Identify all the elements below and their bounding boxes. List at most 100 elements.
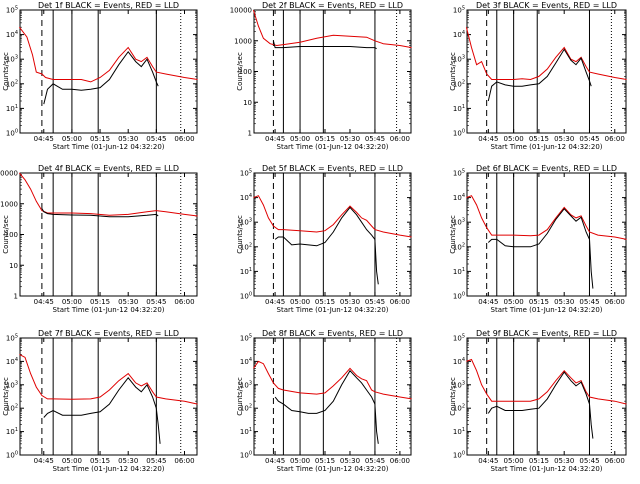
- plot-frame: [466, 172, 627, 297]
- y-tick-label: 102: [453, 242, 465, 251]
- x-tick-label: 05:00: [62, 135, 82, 143]
- x-tick-label: 05:45: [579, 135, 599, 143]
- panel-title: Det 4f BLACK = Events, RED = LLD: [38, 164, 179, 173]
- series-lld-line: [465, 27, 627, 81]
- series-events-line: [272, 40, 377, 50]
- y-tick-label: 101: [453, 267, 465, 276]
- y-tick-label: 101: [453, 104, 465, 113]
- x-tick-label: 06:00: [390, 135, 410, 143]
- panel-det-9f: Det 9f BLACK = Events, RED = LLD 100 101 10…: [449, 329, 627, 473]
- plot-frame: [19, 172, 198, 297]
- x-tick-label: 06:00: [390, 457, 410, 465]
- x-tick-label: 05:30: [554, 298, 574, 306]
- y-tick-label: 105: [240, 169, 252, 178]
- x-tick-label: 04:45: [34, 298, 54, 306]
- y-tick-label: 104: [6, 30, 18, 39]
- series-lld-line: [19, 172, 198, 217]
- x-tick-label: 05:15: [90, 457, 110, 465]
- x-tick-label: 04:45: [34, 457, 54, 465]
- y-tick-label: 105: [453, 334, 465, 343]
- x-tick-label: 06:00: [605, 457, 625, 465]
- y-tick-label: 10000: [0, 170, 18, 178]
- y-tick-label: 105: [453, 6, 465, 15]
- panel-title: Det 2f BLACK = Events, RED = LLD: [262, 1, 403, 10]
- plot-frame: [466, 9, 627, 134]
- series-events-line: [274, 206, 379, 285]
- y-tick-label: 10: [243, 99, 252, 107]
- x-tick-label: 05:15: [529, 457, 549, 465]
- plot-frame: [253, 172, 412, 297]
- y-axis-label: Counts/sec: [236, 215, 244, 254]
- y-tick-label: 104: [453, 193, 465, 202]
- plot-frame: [253, 337, 412, 456]
- x-tick-label: 05:45: [365, 298, 385, 306]
- series-lld-line: [466, 195, 627, 240]
- series-lld-line: [252, 360, 412, 400]
- x-tick-label: 06:00: [390, 298, 410, 306]
- x-tick-label: 05:45: [579, 457, 599, 465]
- series-events-line: [274, 369, 379, 444]
- x-tick-label: 05:30: [554, 135, 574, 143]
- y-tick-label: 103: [453, 55, 465, 64]
- series-events-line: [43, 376, 161, 444]
- y-tick-label: 104: [6, 357, 18, 366]
- y-tick-label: 103: [240, 380, 252, 389]
- x-tick-label: 05:00: [62, 298, 82, 306]
- y-axis-label: Counts/sec: [2, 377, 10, 416]
- y-tick-label: 105: [453, 169, 465, 178]
- x-axis-label: Start Time (01-Jun-12 04:32:20): [53, 306, 165, 314]
- x-tick-label: 05:30: [554, 457, 574, 465]
- y-axis-label: Counts/sec: [449, 52, 457, 91]
- y-tick-label: 100: [239, 68, 252, 76]
- y-tick-label: 102: [6, 404, 18, 413]
- x-tick-label: 06:00: [605, 135, 625, 143]
- y-tick-label: 100: [453, 129, 465, 138]
- panel-det-8f: Det 8f BLACK = Events, RED = LLD 100 101 10…: [236, 329, 412, 473]
- x-tick-label: 05:30: [340, 135, 360, 143]
- x-axis-label: Start Time (01-Jun-12 04:32:20): [491, 143, 603, 151]
- y-tick-label: 103: [6, 380, 18, 389]
- x-axis-label: Start Time (01-Jun-12 04:32:20): [53, 465, 165, 473]
- y-tick-label: 1000: [0, 200, 18, 208]
- y-tick-label: 101: [240, 267, 252, 276]
- x-tick-label: 05:00: [504, 135, 524, 143]
- panel-title: Det 3f BLACK = Events, RED = LLD: [476, 1, 617, 10]
- y-tick-label: 100: [453, 451, 465, 460]
- x-tick-label: 04:45: [265, 298, 285, 306]
- plot-frame: [253, 9, 412, 134]
- x-tick-label: 05:15: [315, 298, 335, 306]
- y-tick-label: 103: [453, 218, 465, 227]
- x-tick-label: 05:15: [315, 135, 335, 143]
- y-tick-label: 1: [248, 130, 252, 138]
- panel-det-1f: Det 1f BLACK = Events, RED = LLD 100 101 10…: [2, 1, 198, 151]
- y-tick-label: 100: [6, 129, 18, 138]
- x-tick-label: 05:45: [146, 457, 166, 465]
- y-tick-label: 100: [5, 231, 18, 239]
- x-tick-label: 05:45: [365, 457, 385, 465]
- y-tick-label: 10: [9, 262, 18, 270]
- plot-frame: [19, 9, 198, 134]
- x-tick-label: 05:30: [340, 298, 360, 306]
- series-lld-line: [19, 353, 198, 405]
- y-axis-label: Counts/sec: [236, 52, 244, 91]
- x-tick-label: 05:00: [504, 298, 524, 306]
- y-tick-label: 102: [240, 242, 252, 251]
- plot-frame: [19, 337, 198, 456]
- y-tick-label: 1: [14, 293, 18, 301]
- x-tick-label: 05:15: [90, 135, 110, 143]
- y-tick-label: 103: [6, 55, 18, 64]
- x-tick-label: 05:00: [290, 457, 310, 465]
- y-tick-label: 104: [453, 357, 465, 366]
- y-tick-label: 105: [6, 334, 18, 343]
- series-lld-line: [253, 195, 412, 238]
- x-tick-label: 05:15: [529, 298, 549, 306]
- x-tick-label: 04:45: [34, 135, 54, 143]
- series-events-line: [487, 208, 594, 289]
- y-axis-label: Counts/sec: [2, 52, 10, 91]
- x-tick-label: 05:30: [118, 135, 138, 143]
- x-tick-label: 05:15: [315, 457, 335, 465]
- series-lld-line: [19, 26, 198, 83]
- x-tick-label: 05:45: [146, 298, 166, 306]
- panel-title: Det 5f BLACK = Events, RED = LLD: [262, 164, 403, 173]
